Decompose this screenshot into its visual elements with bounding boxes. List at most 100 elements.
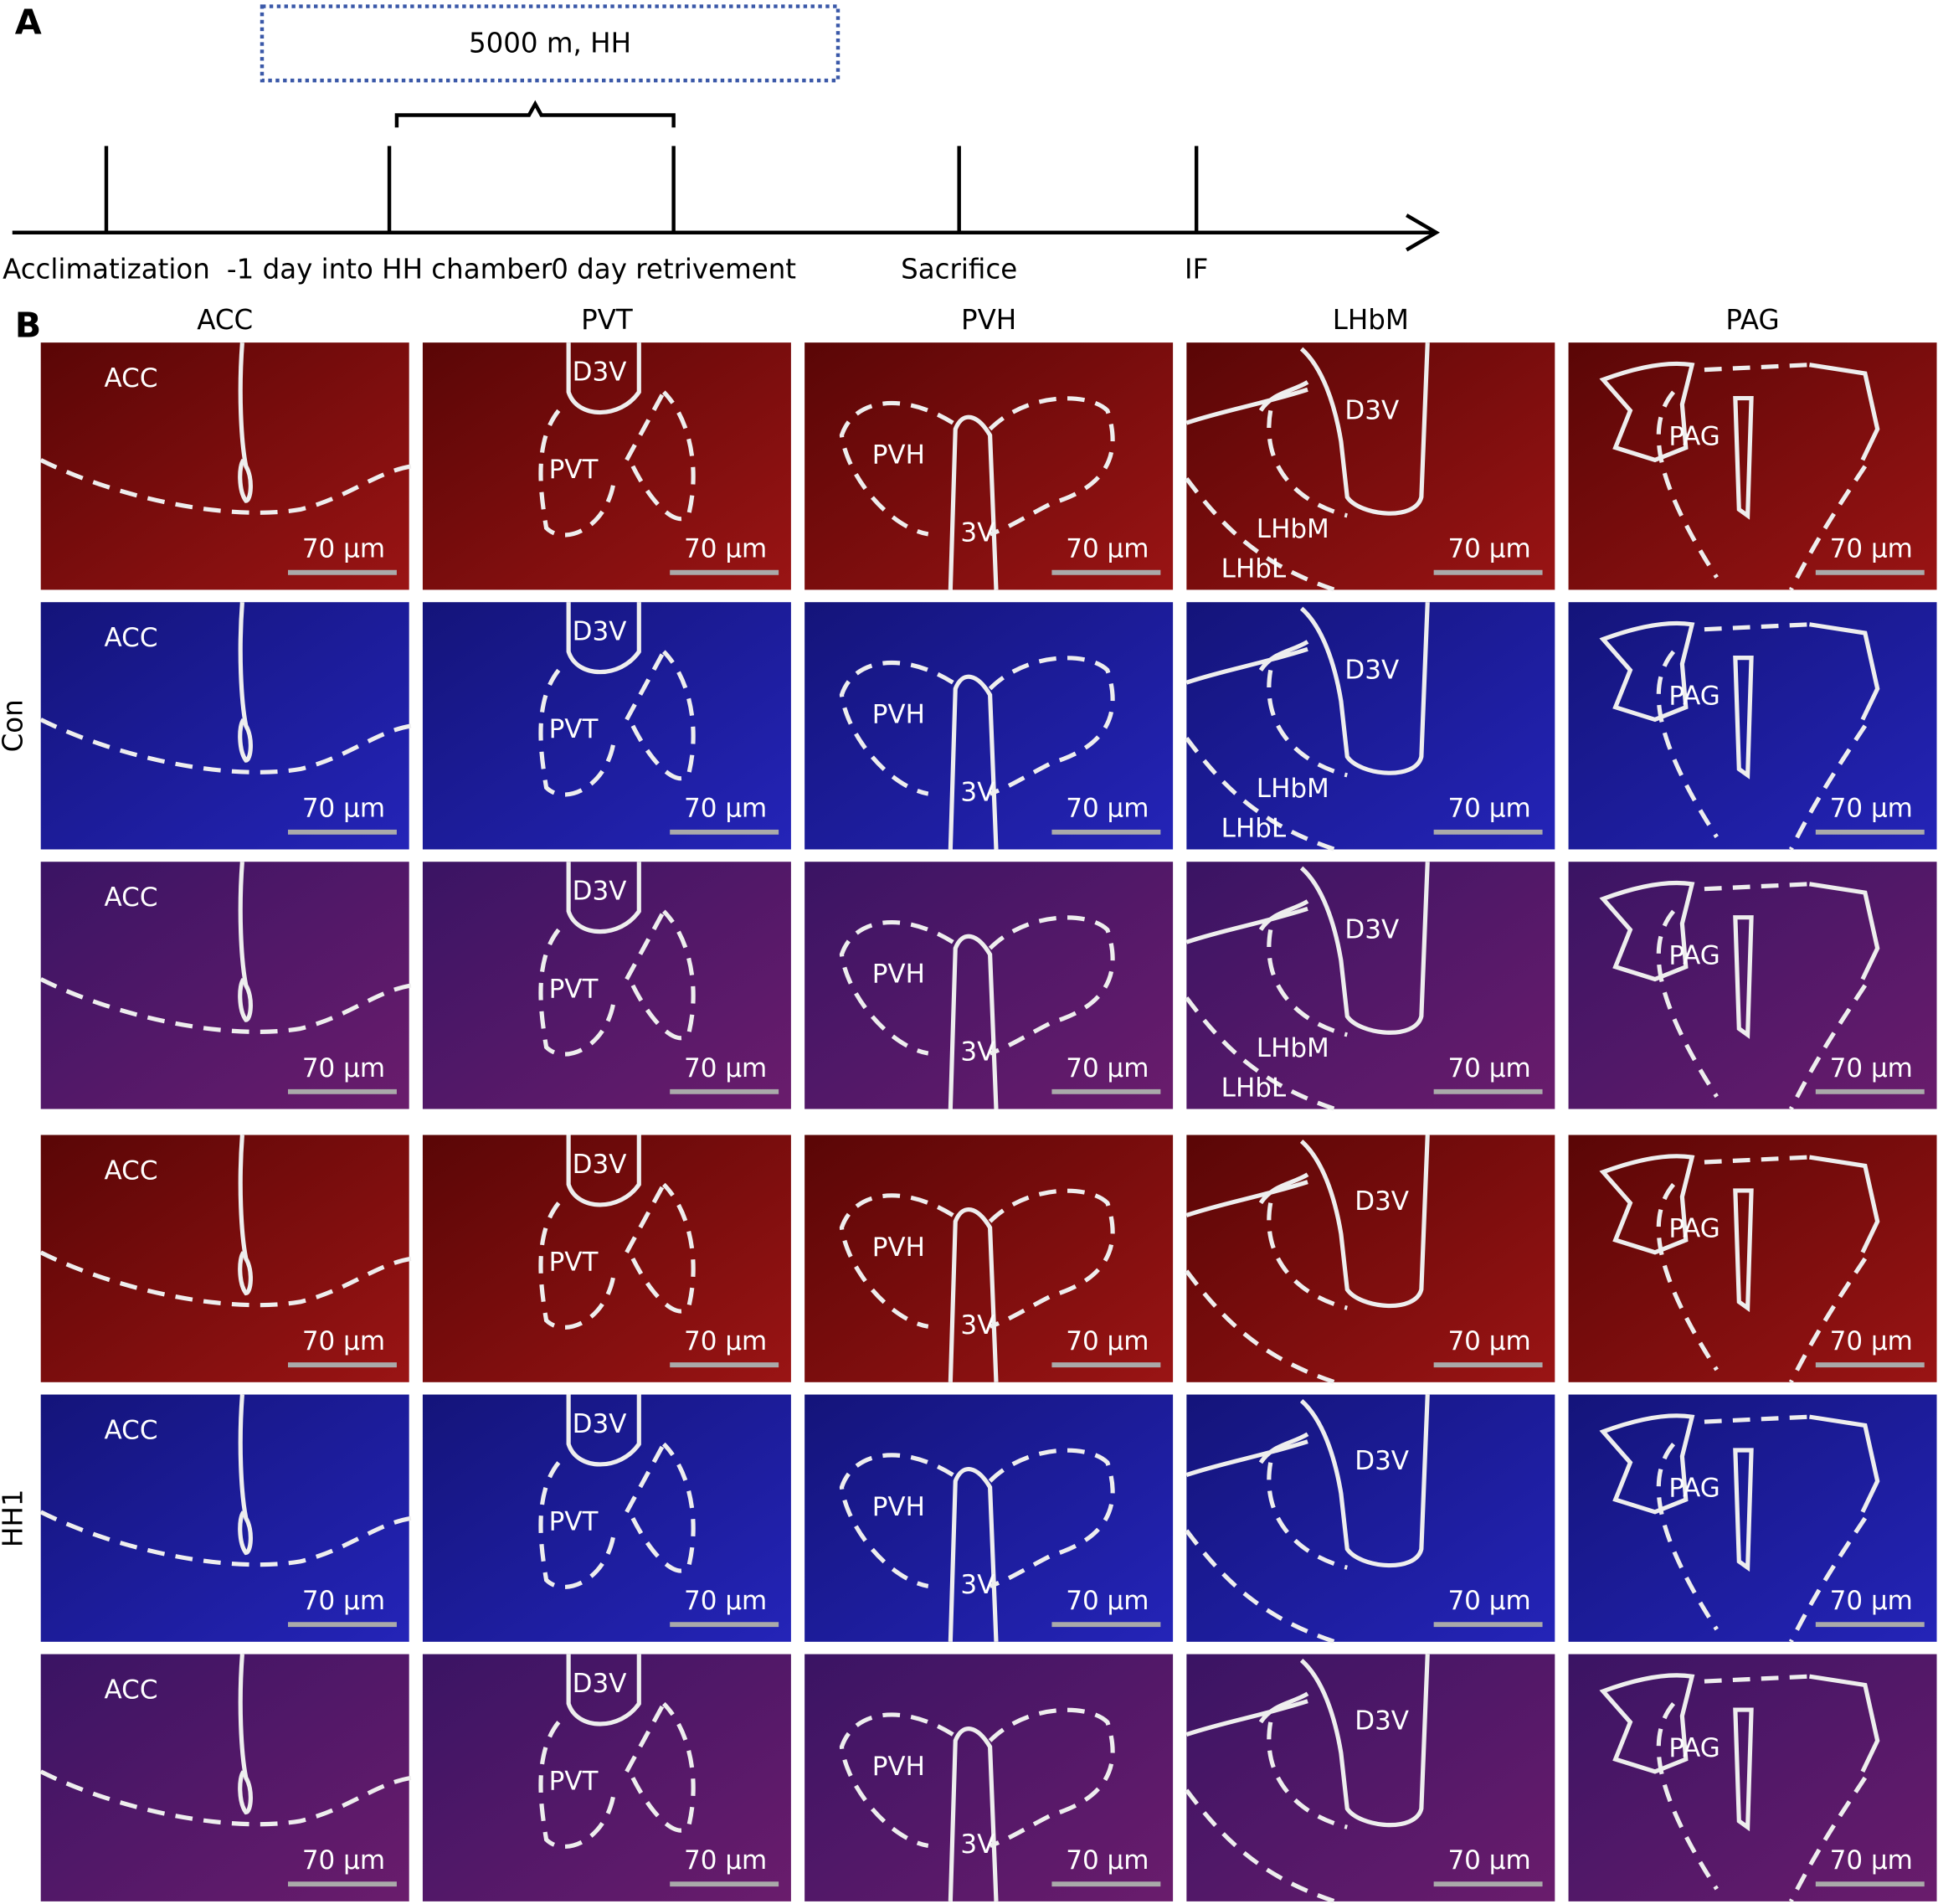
- region-outline: [566, 1394, 641, 1467]
- column-header: ACC: [197, 304, 253, 336]
- region-label: PVH: [872, 1752, 925, 1782]
- micrograph: ACC 70 μm: [39, 342, 413, 590]
- timeline-label: -1 day into HH chamber: [227, 254, 553, 286]
- region-outline: [839, 1448, 1115, 1588]
- micrograph: PVH 3V 70 μm: [805, 1394, 1174, 1642]
- micrograph: ACC 70 μm: [39, 1394, 413, 1642]
- micrograph-image: [1186, 602, 1555, 850]
- column-header: PVT: [581, 304, 633, 336]
- region-outline: [1185, 640, 1309, 685]
- micrograph-image: [40, 342, 409, 590]
- micrograph-image: [422, 1394, 791, 1642]
- region-outline: [238, 1654, 253, 1815]
- micrograph: PAG 70 μm: [1568, 602, 1937, 851]
- region-outline: [948, 414, 999, 590]
- scale-bar-label: 70 μm: [1830, 1586, 1913, 1616]
- region-outline: [1185, 929, 1348, 1111]
- region-label: PVH: [872, 1492, 925, 1522]
- region-outline: [566, 602, 641, 675]
- scale-bar-label: 70 μm: [1830, 534, 1913, 564]
- region-outline: [39, 1250, 413, 1308]
- region-label: ACC: [105, 623, 158, 653]
- scale-bar-label: 70 μm: [1830, 1845, 1913, 1876]
- region-outline: [1185, 1202, 1348, 1385]
- scale-bar-label: 70 μm: [1447, 794, 1530, 824]
- micrograph-image: [1568, 1394, 1937, 1642]
- region-label: LHbM: [1257, 774, 1329, 804]
- region-label: 3V: [960, 778, 995, 808]
- micrograph: PVH 3V 70 μm: [805, 342, 1174, 590]
- scale-bar-label: 70 μm: [1066, 1586, 1149, 1616]
- timeline-label: Sacrifice: [901, 254, 1017, 286]
- micrograph: PVH 3V 70 μm: [805, 1135, 1174, 1382]
- region-label: LHbM: [1257, 514, 1329, 544]
- micrograph-image: [40, 1135, 409, 1382]
- region-label: ACC: [105, 1675, 158, 1705]
- micrograph: D3V PVT 70 μm: [422, 342, 791, 590]
- micrograph-image: [1568, 1135, 1937, 1382]
- region-label: 3V: [960, 1570, 995, 1600]
- timeline-label: 0 day retrivement: [551, 254, 796, 286]
- region-label: PVT: [549, 455, 599, 485]
- timeline-axis: [12, 214, 1440, 252]
- panel-label: B: [15, 305, 42, 345]
- micrograph-image: [805, 602, 1174, 850]
- condition-box: [260, 4, 840, 83]
- micrograph-image: [1568, 862, 1937, 1109]
- scale-bar-label: 70 μm: [1447, 1845, 1530, 1876]
- region-outline: [566, 862, 641, 934]
- region-label: 3V: [960, 1310, 995, 1341]
- scale-bar-label: 70 μm: [684, 1326, 767, 1356]
- micrograph: D3V LHbM LHbL 70 μm: [1185, 862, 1555, 1111]
- region-outline: [538, 650, 696, 797]
- micrograph-image: [422, 1135, 791, 1382]
- region-label: 3V: [960, 1829, 995, 1860]
- scale-bar-label: 70 μm: [302, 1053, 385, 1083]
- timeline-label: IF: [1185, 254, 1208, 286]
- scale-bar-label: 70 μm: [684, 1053, 767, 1083]
- scale-bar-label: 70 μm: [302, 1326, 385, 1356]
- micrograph-image: [1186, 1394, 1555, 1642]
- micrograph: D3V LHbM LHbL 70 μm: [1185, 602, 1555, 852]
- scale-bar-label: 70 μm: [1830, 1326, 1913, 1356]
- region-label: 3V: [960, 1037, 995, 1068]
- region-label: LHbL: [1221, 1073, 1287, 1103]
- region-label: PVH: [872, 960, 925, 990]
- scale-bar-label: 70 μm: [1066, 794, 1149, 824]
- micrograph: ACC 70 μm: [39, 601, 413, 850]
- region-label: LHbL: [1221, 813, 1287, 843]
- scale-bar-label: 70 μm: [684, 1586, 767, 1616]
- region-label: D3V: [573, 1409, 627, 1439]
- region-outline: [238, 1394, 253, 1556]
- micrograph-image: [1186, 1135, 1555, 1382]
- scale-bar-label: 70 μm: [302, 534, 385, 564]
- region-outline: [1185, 380, 1309, 425]
- region-outline: [566, 1135, 641, 1207]
- region-label: D3V: [573, 1150, 627, 1180]
- region-outline: [1185, 1691, 1309, 1737]
- micrograph: D3V 70 μm: [1185, 1394, 1555, 1644]
- region-outline: [1299, 602, 1430, 775]
- region-outline: [1656, 1674, 1868, 1903]
- micrograph-image: [805, 1654, 1174, 1901]
- micrograph: D3V PVT 70 μm: [422, 1654, 791, 1901]
- micrograph-image: [40, 1654, 409, 1901]
- region-outline: [1185, 899, 1309, 944]
- region-label: PAG: [1668, 421, 1720, 451]
- region-label: PVT: [549, 714, 599, 744]
- region-label: ACC: [105, 363, 158, 394]
- region-outline: [538, 909, 696, 1057]
- region-label: ACC: [105, 1415, 158, 1445]
- region-outline: [39, 977, 413, 1034]
- micrograph: D3V PVT 70 μm: [422, 1135, 791, 1382]
- region-label: D3V: [1344, 395, 1399, 425]
- micrograph: ACC 70 μm: [39, 1135, 413, 1382]
- region-outline: [1656, 363, 1868, 591]
- region-label: D3V: [1355, 1186, 1409, 1217]
- scale-bar-label: 70 μm: [1830, 1053, 1913, 1083]
- region-outline: [39, 718, 413, 774]
- micrograph-image: [1568, 602, 1937, 850]
- region-outline: [1185, 1172, 1309, 1217]
- micrograph: D3V PVT 70 μm: [422, 862, 791, 1109]
